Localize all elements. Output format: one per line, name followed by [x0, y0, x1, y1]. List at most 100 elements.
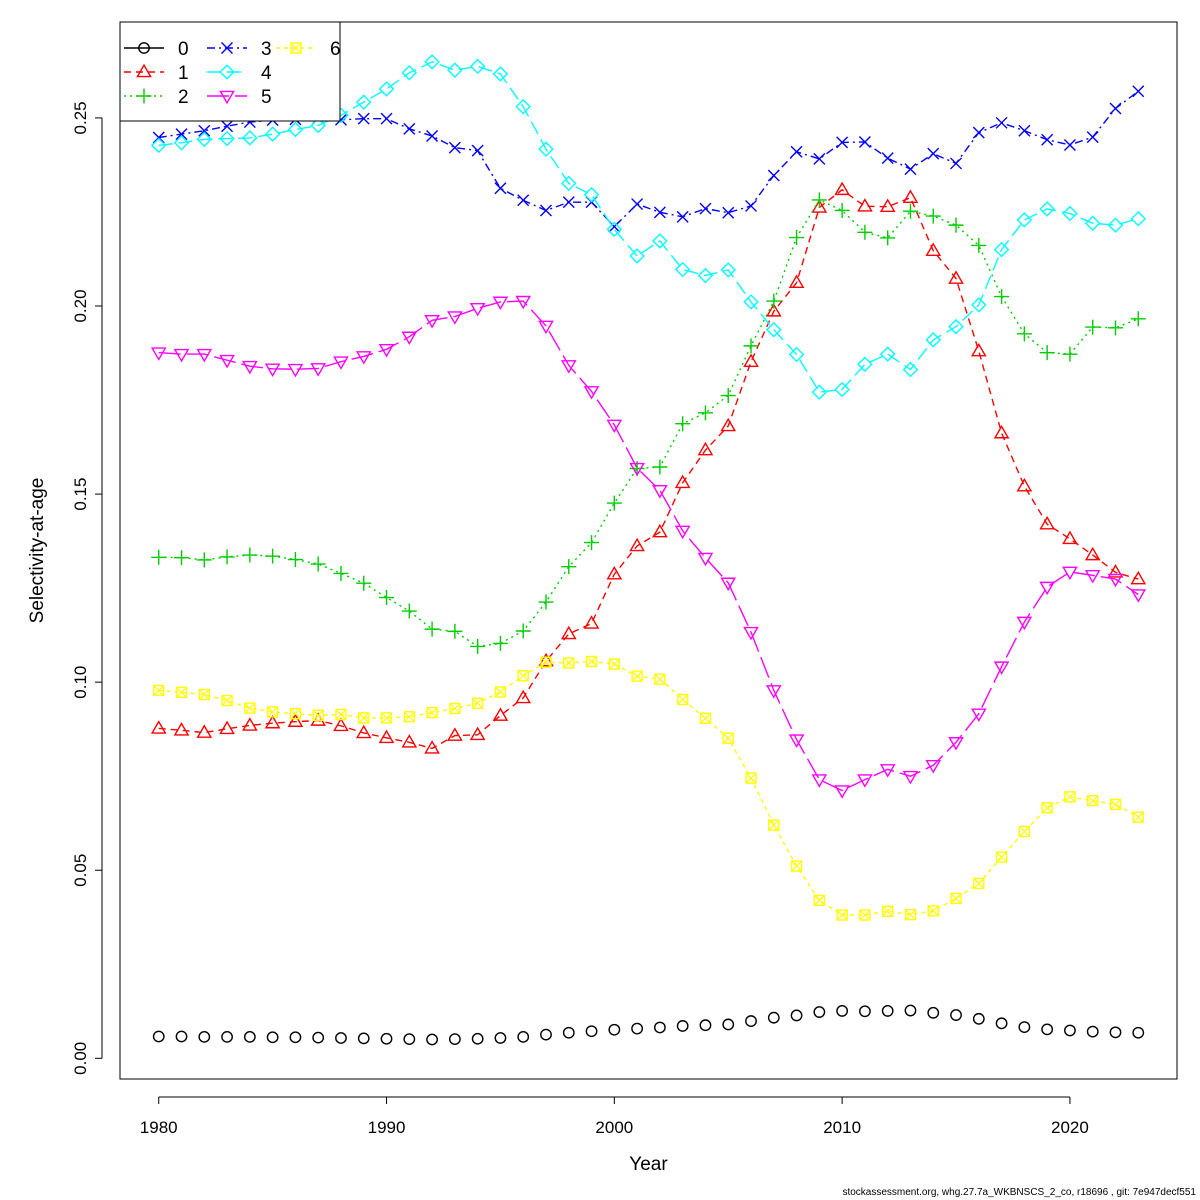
data-point-6: [358, 712, 370, 724]
data-point-6: [563, 657, 575, 669]
data-point-5: [857, 774, 873, 788]
legend-marker: [136, 88, 152, 104]
data-point-6-inner: [540, 656, 552, 668]
data-point-0: [243, 1030, 256, 1043]
y-axis-title: Selectivity-at-age: [27, 478, 48, 624]
data-point-4: [879, 346, 896, 362]
data-point-6-inner: [836, 909, 848, 921]
data-point-6: [198, 688, 210, 701]
data-point-2: [447, 623, 463, 639]
data-point-6-inner: [198, 689, 210, 700]
data-point-5: [173, 348, 190, 363]
data-point-3: [539, 204, 552, 217]
data-point-1: [606, 566, 623, 580]
y-tick-label: 0.20: [71, 289, 90, 322]
data-point-3: [517, 194, 530, 207]
legend-item-6: 6: [276, 39, 341, 60]
x-axis-title: Year: [629, 1154, 668, 1175]
data-point-0: [448, 1033, 461, 1046]
data-point-1: [629, 537, 645, 552]
data-point-1: [879, 198, 896, 212]
y-tick-label: 0.25: [71, 101, 90, 134]
data-point-4: [264, 126, 281, 142]
data-point-1: [1062, 530, 1078, 545]
data-point-6-inner: [312, 709, 324, 721]
data-point-5: [538, 320, 554, 335]
data-point-3: [904, 163, 917, 176]
data-point-3: [221, 120, 234, 133]
data-point-1: [834, 181, 850, 196]
data-point-3: [198, 124, 211, 137]
data-point-1: [469, 726, 486, 741]
data-point-0: [1086, 1025, 1099, 1038]
data-point-4: [1039, 201, 1055, 217]
legend-marker: [221, 42, 233, 54]
data-point-4: [492, 66, 509, 82]
data-point-0: [494, 1032, 507, 1044]
data-point-3: [767, 169, 780, 182]
data-point-1: [902, 189, 919, 203]
data-point-4: [606, 221, 623, 238]
data-point-5: [652, 485, 668, 499]
data-point-5: [150, 347, 167, 361]
data-point-0: [1041, 1023, 1054, 1036]
data-point-5: [1084, 570, 1101, 584]
data-point-0: [608, 1023, 621, 1036]
data-point-2: [789, 230, 805, 246]
legend-marker: [219, 64, 235, 80]
data-point-5: [948, 737, 964, 751]
data-point-2: [333, 565, 349, 581]
data-point-2: [561, 559, 577, 575]
data-point-2: [902, 203, 918, 219]
data-point-4: [788, 346, 805, 363]
data-point-1: [743, 353, 759, 367]
data-point-3: [995, 116, 1008, 129]
data-point-6-inner: [996, 851, 1008, 863]
data-point-6-inner: [950, 893, 962, 904]
data-point-3: [380, 112, 393, 125]
data-point-5: [515, 295, 532, 310]
data-point-6-inner: [813, 894, 825, 906]
data-point-0: [676, 1020, 689, 1032]
axes: 1980 1990 2000 2010 2020 0.00 0.05 0.10 0.15 0.20…: [71, 101, 1089, 1137]
data-point-0: [152, 1030, 165, 1043]
plot-frame: [119, 21, 1178, 1080]
series-line-5: [158, 300, 1139, 792]
legend-item-4: 4: [207, 63, 272, 84]
data-point-6: [608, 658, 621, 670]
data-point-2: [287, 552, 303, 568]
data-point-0: [653, 1021, 666, 1034]
data-point-5: [333, 356, 349, 370]
data-point-5: [1107, 573, 1124, 588]
data-point-4: [150, 137, 167, 154]
series-0: [152, 1004, 1145, 1046]
data-point-3: [1132, 85, 1145, 98]
data-point-6-inner: [586, 656, 597, 667]
data-point-3: [858, 135, 871, 148]
data-point-0: [357, 1032, 370, 1045]
data-point-3: [403, 122, 416, 135]
data-point-6-inner: [472, 697, 484, 709]
data-point-1: [378, 729, 395, 744]
data-point-6: [175, 686, 188, 699]
data-point-5: [743, 626, 759, 641]
x-tick-label: 1990: [368, 1118, 406, 1137]
data-point-6-inner: [882, 905, 894, 917]
data-point-1: [697, 441, 714, 456]
data-point-2: [379, 590, 395, 606]
data-point-6-inner: [745, 772, 757, 784]
data-point-6-inner: [700, 712, 711, 724]
data-point-3: [972, 126, 985, 139]
data-point-2: [174, 550, 190, 566]
legend-label: 4: [261, 63, 272, 84]
data-point-6: [904, 908, 917, 921]
data-point-4: [469, 58, 486, 75]
data-point-4: [652, 233, 668, 249]
data-point-1: [925, 242, 942, 257]
data-point-1: [538, 652, 554, 667]
data-point-3: [357, 112, 370, 125]
data-point-5: [629, 462, 645, 477]
data-point-6: [927, 905, 939, 917]
data-point-6-inner: [791, 860, 802, 872]
data-point-4: [583, 186, 600, 203]
